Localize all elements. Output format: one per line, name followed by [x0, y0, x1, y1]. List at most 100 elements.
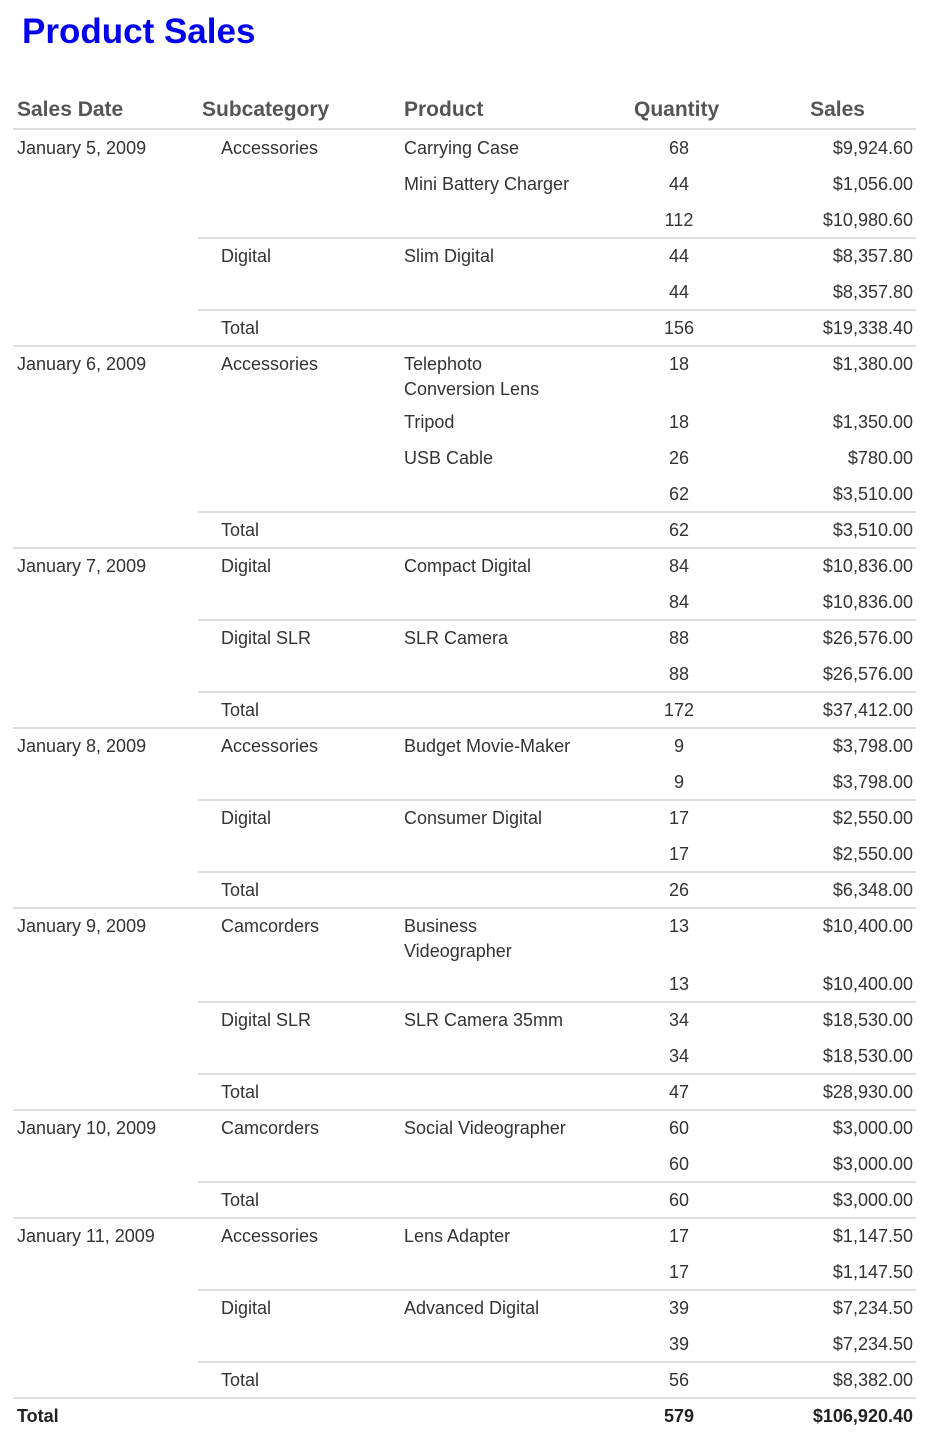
subtotal-sales: $3,510.00 — [832, 484, 913, 504]
header-sales[interactable]: Sales — [810, 98, 865, 121]
sales-amount: $10,400.00 — [822, 916, 913, 936]
quantity: 39 — [668, 1298, 690, 1318]
subcategory: Digital — [221, 808, 272, 828]
total-label: Total — [221, 520, 260, 540]
sales-amount: $2,550.00 — [832, 808, 913, 828]
sales-amount: $9,924.60 — [832, 138, 913, 158]
product-name: Business Videographer — [404, 916, 512, 961]
subtotal-sales: $10,836.00 — [822, 592, 913, 612]
date-total-sales: $37,412.00 — [822, 700, 913, 720]
date-total-sales: $8,382.00 — [832, 1370, 913, 1390]
subcategory-divider — [198, 871, 916, 873]
date-total-row: Total 26 $6,348.00 — [13, 872, 916, 908]
date-total-sales: $28,930.00 — [822, 1082, 913, 1102]
product-name: Tripod — [404, 412, 455, 432]
total-label: Total — [221, 1082, 260, 1102]
product-name: Slim Digital — [404, 246, 495, 266]
subcategory-subtotal-row: 39 $7,234.50 — [13, 1326, 916, 1362]
subtotal-sales: $10,980.60 — [822, 210, 913, 230]
table-row: January 7, 2009 Digital Compact Digital 84 $… — [13, 548, 916, 584]
subtotal-quantity: 17 — [668, 844, 690, 864]
subcategory: Accessories — [221, 1226, 319, 1246]
quantity: 88 — [668, 628, 690, 648]
subcategory-subtotal-row: 17 $1,147.50 — [13, 1254, 916, 1290]
subcategory: Camcorders — [221, 1118, 320, 1138]
subcategory-divider — [198, 237, 916, 239]
total-label: Total — [221, 1190, 260, 1210]
subcategory-subtotal-row: 88 $26,576.00 — [13, 656, 916, 692]
sales-date: January 7, 2009 — [17, 556, 147, 576]
product-name: Lens Adapter — [404, 1226, 511, 1246]
sales-date: January 11, 2009 — [17, 1226, 155, 1246]
subcategory-divider — [198, 619, 916, 621]
product-name: Social Videographer — [404, 1118, 566, 1138]
date-total-quantity: 56 — [668, 1370, 690, 1390]
subtotal-sales: $10,400.00 — [822, 974, 913, 994]
subcategory-subtotal-row: 17 $2,550.00 — [13, 836, 916, 872]
sales-date: January 5, 2009 — [17, 138, 147, 158]
header-sales-date[interactable]: Sales Date — [17, 98, 124, 121]
sales-amount: $3,000.00 — [832, 1118, 913, 1138]
product-name: Budget Movie-Maker — [404, 736, 571, 756]
grand-total-row: Total 579 $106,920.40 — [13, 1398, 916, 1434]
report-title: Product Sales — [22, 12, 256, 51]
subtotal-quantity: 88 — [668, 664, 690, 684]
subtotal-quantity: 84 — [668, 592, 690, 612]
subtotal-sales: $3,798.00 — [832, 772, 913, 792]
sales-amount: $3,798.00 — [832, 736, 913, 756]
subcategory-subtotal-row: 112 $10,980.60 — [13, 202, 916, 238]
date-total-quantity: 26 — [668, 880, 690, 900]
sales-amount: $1,350.00 — [832, 412, 913, 432]
total-label: Total — [221, 700, 260, 720]
quantity: 44 — [668, 174, 690, 194]
quantity: 26 — [668, 448, 690, 468]
subcategory-divider — [198, 1361, 916, 1363]
quantity: 13 — [668, 916, 690, 936]
subcategory-divider — [198, 1289, 916, 1291]
subcategory-divider — [198, 799, 916, 801]
table-row: USB Cable 26 $780.00 — [13, 440, 916, 476]
subcategory: Digital SLR — [221, 1010, 312, 1030]
sales-amount: $1,056.00 — [832, 174, 913, 194]
subtotal-quantity: 62 — [668, 484, 690, 504]
date-total-row: Total 47 $28,930.00 — [13, 1074, 916, 1110]
header-quantity[interactable]: Quantity — [634, 98, 720, 121]
sales-amount: $18,530.00 — [822, 1010, 913, 1030]
quantity: 34 — [668, 1010, 690, 1030]
table-row: January 10, 2009 Camcorders Social Videogr… — [13, 1110, 916, 1146]
header-product[interactable]: Product — [404, 98, 484, 121]
subcategory-divider — [198, 511, 916, 513]
product-name: Carrying Case — [404, 138, 520, 158]
subtotal-quantity: 44 — [668, 282, 690, 302]
product-name: Consumer Digital — [404, 808, 543, 828]
subcategory: Digital — [221, 556, 272, 576]
quantity: 17 — [668, 1226, 690, 1246]
subcategory-subtotal-row: 34 $18,530.00 — [13, 1038, 916, 1074]
sales-amount: $780.00 — [847, 448, 913, 468]
table-row: Mini Battery Charger 44 $1,056.00 — [13, 166, 916, 202]
table-row: January 8, 2009 Accessories Budget Movie-M… — [13, 728, 916, 764]
sales-amount: $8,357.80 — [832, 246, 913, 266]
grand-total-quantity: 579 — [663, 1406, 695, 1426]
quantity: 17 — [668, 808, 690, 828]
quantity: 18 — [668, 412, 690, 432]
subtotal-quantity: 13 — [668, 974, 690, 994]
table-row: Digital Slim Digital 44 $8,357.80 — [13, 238, 916, 274]
header-subcategory[interactable]: Subcategory — [202, 98, 330, 121]
date-total-quantity: 60 — [668, 1190, 690, 1210]
sales-amount: $26,576.00 — [822, 628, 913, 648]
table-row: Digital SLR SLR Camera 88 $26,576.00 — [13, 620, 916, 656]
subtotal-quantity: 112 — [664, 210, 694, 230]
subcategory: Accessories — [221, 354, 319, 374]
subcategory-subtotal-row: 62 $3,510.00 — [13, 476, 916, 512]
table-row: January 6, 2009 Accessories Telephoto Conv… — [13, 346, 916, 404]
date-total-sales: $3,000.00 — [832, 1190, 913, 1210]
table-row: Digital Consumer Digital 17 $2,550.00 — [13, 800, 916, 836]
sales-date: January 8, 2009 — [17, 736, 147, 756]
date-total-quantity: 172 — [663, 700, 695, 720]
sales-amount: $10,836.00 — [822, 556, 913, 576]
table-row: January 11, 2009 Accessories Lens Adapter 1… — [13, 1218, 916, 1254]
product-name: USB Cable — [404, 448, 494, 468]
subtotal-sales: $2,550.00 — [832, 844, 913, 864]
subcategory-subtotal-row: 13 $10,400.00 — [13, 966, 916, 1002]
